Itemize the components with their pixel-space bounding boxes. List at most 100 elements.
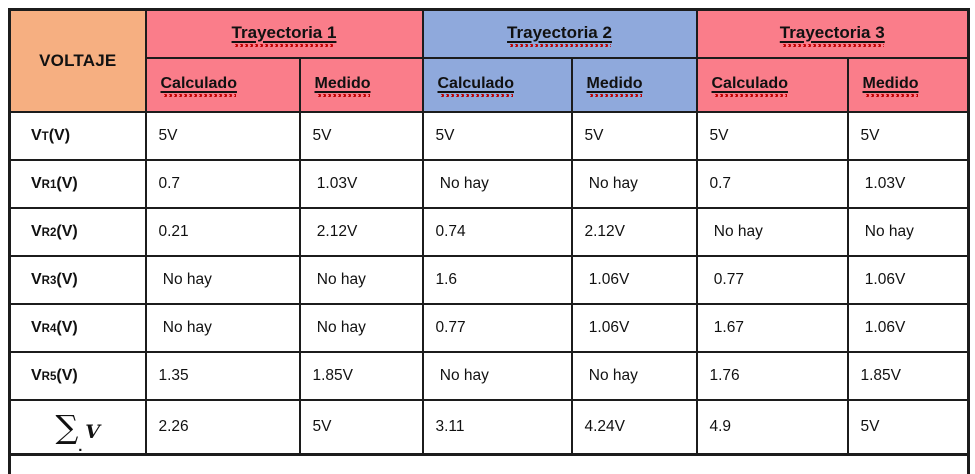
table-body: VT(V) 5V 5V 5V 5V 5V 5V VR1(V) 0.7 1.03V No hay … [8,110,970,456]
value-cell: 2.12V [570,206,698,257]
row-label-suffix: (V) [56,270,78,288]
value-cell: No hay [695,206,849,257]
subheader-label: Medido [315,75,371,97]
sigma-icon: ∑ [55,407,79,446]
value-cell: 1.76 [695,350,849,401]
row-label: VR4(V) [8,302,147,353]
row-label: VT(V) [8,110,147,161]
sigma-variable: V [85,420,101,443]
table-row: VR3(V) No hay No hay 1.6 1.06V 0.77 1.06V [8,254,970,305]
group-header-trayectoria-1: Trayectoria 1 [144,8,424,59]
header-row-sub: Calculado Medido Calculado Medido Calcul… [10,56,970,113]
subheader-medido-1: Medido [298,56,424,113]
value-cell: 0.74 [421,206,573,257]
partial-empty-cell [8,453,970,474]
subheader-calculado-2: Calculado [421,56,573,113]
value-cell: 4.24V [570,398,698,456]
value-cell: 5V [846,398,970,456]
table-row: VR5(V) 1.35 1.85V No hay No hay 1.76 1.85V [8,350,970,401]
row-label-sub: R1 [41,178,57,191]
value-cell: 1.03V [298,158,424,209]
value-cell: 0.7 [144,158,301,209]
value-cell: 1.85V [298,350,424,401]
group-header-trayectoria-2: Trayectoria 2 [421,8,698,59]
value-cell: No hay [570,158,698,209]
subheader-calculado-3: Calculado [695,56,849,113]
sigma-dot: . [78,437,83,455]
row-label-main: V [31,318,42,336]
value-cell: No hay [846,206,970,257]
group-label: Trayectoria 2 [507,23,612,47]
value-cell: 1.06V [570,302,698,353]
value-cell: No hay [298,302,424,353]
row-label-suffix: (V) [56,366,78,384]
value-cell: No hay [144,254,301,305]
table-row: ∑.V 2.26 5V 3.11 4.24V 4.9 5V [8,398,970,456]
table-row: VT(V) 5V 5V 5V 5V 5V 5V [8,110,970,161]
value-cell: No hay [421,158,573,209]
value-cell: No hay [298,254,424,305]
value-cell: No hay [570,350,698,401]
value-cell: 5V [695,110,849,161]
row-label-main: V [31,126,42,144]
table-row: VR2(V) 0.21 2.12V 0.74 2.12V No hay No hay [8,206,970,257]
row-label: VR3(V) [8,254,147,305]
voltage-header-cell: VOLTAJE [8,8,147,113]
row-label-suffix: (V) [56,222,78,240]
row-label-suffix: (V) [48,126,71,144]
row-label-sub: T [41,130,49,143]
row-label: VR1(V) [8,158,147,209]
value-cell: 5V [144,110,301,161]
subheader-label: Calculado [712,75,788,97]
table-row: VR1(V) 0.7 1.03V No hay No hay 0.7 1.03V [8,158,970,209]
value-cell: No hay [421,350,573,401]
voltage-table: VOLTAJE Trayectoria 1 Trayectoria 2 Tray… [8,8,970,474]
value-cell: 5V [298,398,424,456]
row-label: VR2(V) [8,206,147,257]
value-cell: 1.67 [695,302,849,353]
row-label-suffix: (V) [56,318,78,336]
row-label-main: V [31,366,42,384]
subheader-label: Medido [863,75,919,97]
value-cell: 5V [846,110,970,161]
value-cell: 5V [570,110,698,161]
value-cell: 1.03V [846,158,970,209]
value-cell: 0.77 [695,254,849,305]
subheader-label: Calculado [161,75,237,97]
row-label-main: V [31,270,42,288]
row-label-main: V [31,174,42,192]
row-label: VR5(V) [8,350,147,401]
value-cell: 1.85V [846,350,970,401]
value-cell: 5V [421,110,573,161]
row-label-sub: R3 [41,274,57,287]
value-cell: 1.35 [144,350,301,401]
header-row-groups: VOLTAJE Trayectoria 1 Trayectoria 2 Tray… [8,8,970,113]
subheader-label: Calculado [438,75,514,97]
subheader-calculado-1: Calculado [144,56,301,113]
value-cell: 0.77 [421,302,573,353]
subheader-label: Medido [587,75,643,97]
row-label-sub: R2 [41,226,57,239]
subheader-medido-2: Medido [570,56,698,113]
partial-next-row [8,453,970,474]
value-cell: 4.9 [695,398,849,456]
value-cell: 0.7 [695,158,849,209]
value-cell: 2.12V [298,206,424,257]
value-cell: 5V [298,110,424,161]
row-label-main: V [31,222,42,240]
group-header-trayectoria-3: Trayectoria 3 [695,8,970,59]
row-label-sub: R5 [41,370,57,383]
subheader-medido-3: Medido [846,56,970,113]
table-row: VR4(V) No hay No hay 0.77 1.06V 1.67 1.06… [8,302,970,353]
row-label-sub: R4 [41,322,57,335]
value-cell: 0.21 [144,206,301,257]
value-cell: 1.06V [570,254,698,305]
value-cell: 1.6 [421,254,573,305]
value-cell: No hay [144,302,301,353]
value-cell: 3.11 [421,398,573,456]
value-cell: 1.06V [846,302,970,353]
group-label: Trayectoria 1 [232,23,336,47]
value-cell: 2.26 [144,398,301,456]
row-label-suffix: (V) [56,174,78,192]
